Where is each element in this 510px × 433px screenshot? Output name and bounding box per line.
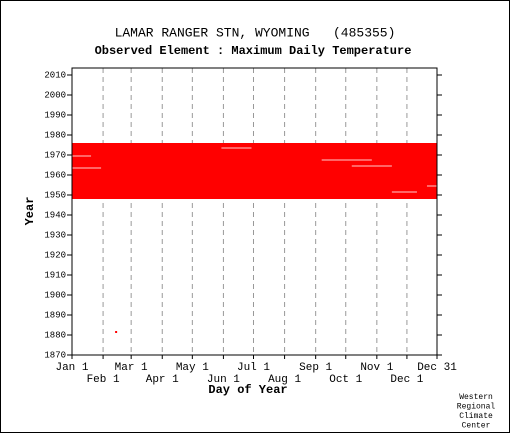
x-tick-label: Apr 1 (146, 374, 179, 386)
data-gap (321, 159, 372, 161)
x-tick-label: Oct 1 (329, 374, 362, 386)
data-row (72, 195, 437, 197)
chart-subtitle: Observed Element : Maximum Daily Tempera… (95, 44, 412, 58)
data-gap (351, 165, 392, 167)
data-row (72, 197, 437, 199)
data-row (72, 155, 437, 157)
data-row (72, 163, 437, 165)
data-row (72, 169, 437, 171)
data-gap (72, 167, 102, 169)
data-row (72, 161, 437, 163)
y-tick-label: 1970 (44, 150, 66, 160)
x-tick-label: Dec 1 (390, 374, 423, 386)
data-row (72, 157, 437, 159)
data-row (72, 143, 437, 145)
data-row (72, 151, 437, 153)
data-row (72, 149, 437, 151)
data-row (72, 179, 437, 181)
y-tick-label: 1980 (44, 130, 66, 140)
data-row (72, 187, 437, 189)
data-row (72, 153, 437, 155)
chart-title: LAMAR RANGER STN, WYOMING (485355) (115, 25, 396, 40)
data-row (72, 159, 437, 161)
y-tick-label: 1870 (44, 350, 66, 360)
y-tick-label: 2010 (44, 70, 66, 80)
y-tick-label: 1930 (44, 230, 66, 240)
data-row (115, 331, 118, 333)
data-row (72, 171, 437, 173)
y-tick-label: 1900 (44, 290, 66, 300)
x-tick-label: Jul 1 (237, 362, 270, 374)
y-tick-label: 1880 (44, 330, 66, 340)
data-row (72, 147, 437, 149)
x-tick-label: Jan 1 (55, 362, 88, 374)
data-row (72, 167, 437, 169)
y-tick-label: 1960 (44, 170, 66, 180)
data-row (72, 165, 437, 167)
data-row (72, 185, 437, 187)
y-tick-label: 1990 (44, 110, 66, 120)
credit: Center (462, 422, 491, 431)
x-tick-label: Nov 1 (360, 362, 393, 374)
credit: Climate (459, 412, 493, 421)
y-tick-label: 1890 (44, 310, 66, 320)
data-gap (391, 191, 417, 193)
x-tick-label: Mar 1 (115, 362, 148, 374)
x-axis-label: Day of Year (208, 383, 287, 397)
x-tick-label: Sep 1 (299, 362, 332, 374)
data-row (72, 189, 437, 191)
x-tick-label: Aug 1 (268, 374, 301, 386)
data-row (72, 145, 437, 147)
y-tick-label: 1910 (44, 270, 66, 280)
data-gap (221, 147, 252, 149)
x-tick-label: Jun 1 (207, 374, 240, 386)
y-tick-label: 1920 (44, 250, 66, 260)
data-row (72, 173, 437, 175)
x-tick-label: May 1 (176, 362, 209, 374)
y-tick-label: 1940 (44, 210, 66, 220)
plot-border (71, 67, 438, 356)
credit: Regional (457, 403, 496, 412)
data-row (72, 177, 437, 179)
y-tick-label: 1950 (44, 190, 66, 200)
data-row (72, 181, 437, 183)
x-tick-label: Dec 31 (417, 362, 457, 374)
y-tick-label: 2000 (44, 90, 66, 100)
y-axis-label: Year (23, 197, 37, 226)
data-row (72, 175, 437, 177)
x-tick-label: Feb 1 (87, 374, 120, 386)
data-gap (72, 155, 92, 157)
data-row (72, 191, 437, 193)
data-row (72, 183, 437, 185)
data-gap (426, 185, 437, 187)
data-row (72, 193, 437, 195)
credit: Western (459, 393, 493, 402)
